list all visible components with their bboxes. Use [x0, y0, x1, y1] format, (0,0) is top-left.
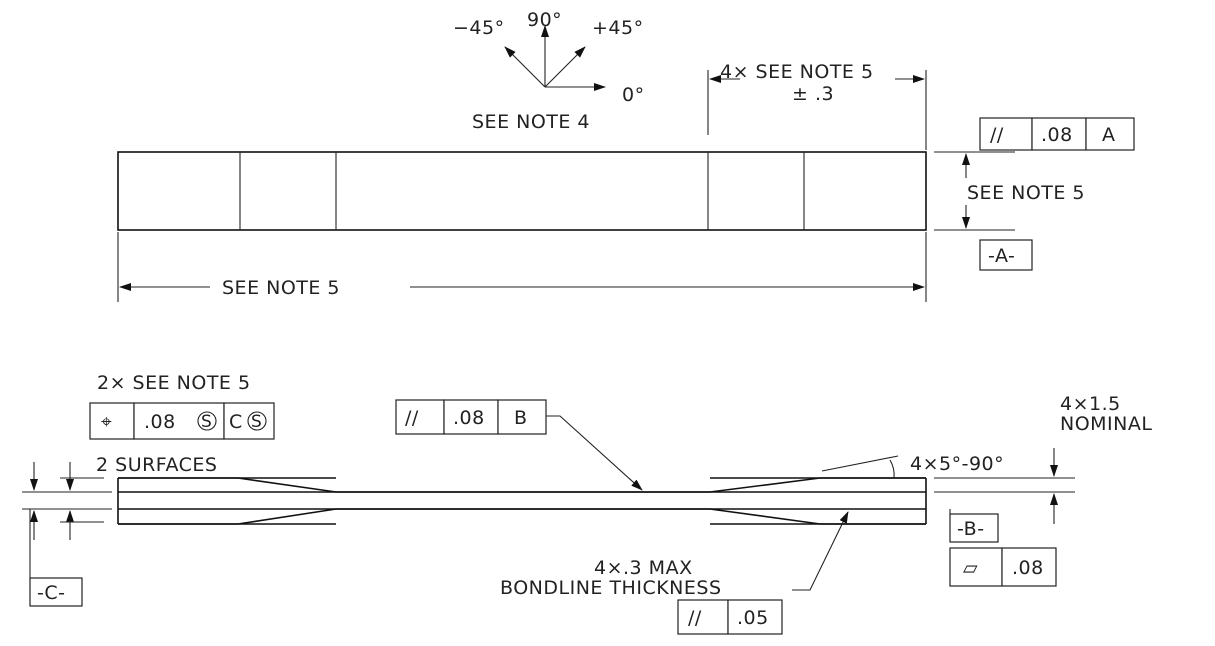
- label-pos45: +45°: [592, 17, 644, 39]
- position-fcf: ⌖ .08 S C S: [89, 402, 275, 440]
- left-tab-bottom-taper: [118, 508, 337, 525]
- right-tab-top-taper: [709, 477, 926, 493]
- left-tab-top-taper: [118, 477, 337, 493]
- tab-dim-note: 4× SEE NOTE 5: [720, 61, 874, 83]
- svg-text:B: B: [514, 407, 528, 429]
- arrow-neg45: [504, 46, 546, 88]
- right-tab-bottom-taper: [709, 508, 926, 525]
- datum-b-label: -B-: [957, 518, 985, 540]
- parallelism-fcf-b: // .08 B: [395, 399, 547, 435]
- bondline-leader: [792, 511, 849, 591]
- parallelism-fcf-a: // .08 A: [979, 117, 1135, 151]
- parallelism-fcf-bondline: // .05: [677, 599, 783, 635]
- svg-text:.08: .08: [144, 411, 176, 433]
- label-0: 0°: [622, 84, 645, 106]
- datum-modifier-s-icon: S: [251, 412, 262, 432]
- thickness-note-line2: NOMINAL: [1060, 413, 1152, 435]
- datum-b-box: [949, 513, 999, 543]
- thickness-note-line1: 4×1.5: [1060, 393, 1121, 415]
- svg-text:.08: .08: [1012, 557, 1044, 579]
- parallelism-icon: //: [990, 124, 1004, 146]
- tab-dim-tolerance: ± .3: [792, 83, 834, 105]
- label-90: 90°: [527, 9, 562, 31]
- surfaces-note: 2 SURFACES: [96, 454, 217, 476]
- svg-text:.05: .05: [737, 607, 769, 629]
- taper-angle-line: [821, 455, 899, 472]
- flatness-fcf: ▱ .08: [949, 547, 1057, 587]
- parallelism-icon: //: [688, 607, 702, 629]
- position-note: 2× SEE NOTE 5: [97, 372, 251, 394]
- position-icon: ⌖: [101, 411, 112, 433]
- height-note: SEE NOTE 5: [967, 182, 1085, 204]
- bondline-note-line1: 4×.3 MAX: [594, 557, 693, 579]
- length-note: SEE NOTE 5: [222, 277, 340, 299]
- datum-c-label: -C-: [37, 582, 65, 604]
- datum-a-box: [979, 239, 1033, 271]
- datum-c-box: [29, 577, 83, 607]
- flatness-icon: ▱: [963, 557, 978, 579]
- datum-a-label: -A-: [988, 245, 1015, 267]
- taper-note: 4×5°-90°: [910, 453, 1004, 475]
- center-fcf-leader: [546, 415, 643, 491]
- specimen-outline: [117, 151, 927, 231]
- see-note-4: SEE NOTE 4: [472, 111, 590, 133]
- arrow-pos45: [544, 46, 586, 88]
- bondline-note-line2: BONDLINE THICKNESS: [500, 577, 722, 599]
- side-view: 2× SEE NOTE 5 ⌖ .08 S C S 2 SURFACES: [22, 372, 1152, 635]
- svg-text:C: C: [229, 411, 243, 433]
- ply-orientation-rose: −45° 90° +45° 0° SEE NOTE 4: [453, 9, 645, 133]
- svg-text:A: A: [1102, 124, 1116, 146]
- modifier-s-icon: S: [201, 412, 212, 432]
- svg-text:.08: .08: [1041, 124, 1073, 146]
- label-neg45: −45°: [453, 17, 505, 39]
- parallelism-icon: //: [405, 407, 419, 429]
- top-view: 4× SEE NOTE 5 ± .3 // .08 A SEE NOTE 5 -…: [117, 61, 1135, 302]
- svg-text:.08: .08: [453, 407, 485, 429]
